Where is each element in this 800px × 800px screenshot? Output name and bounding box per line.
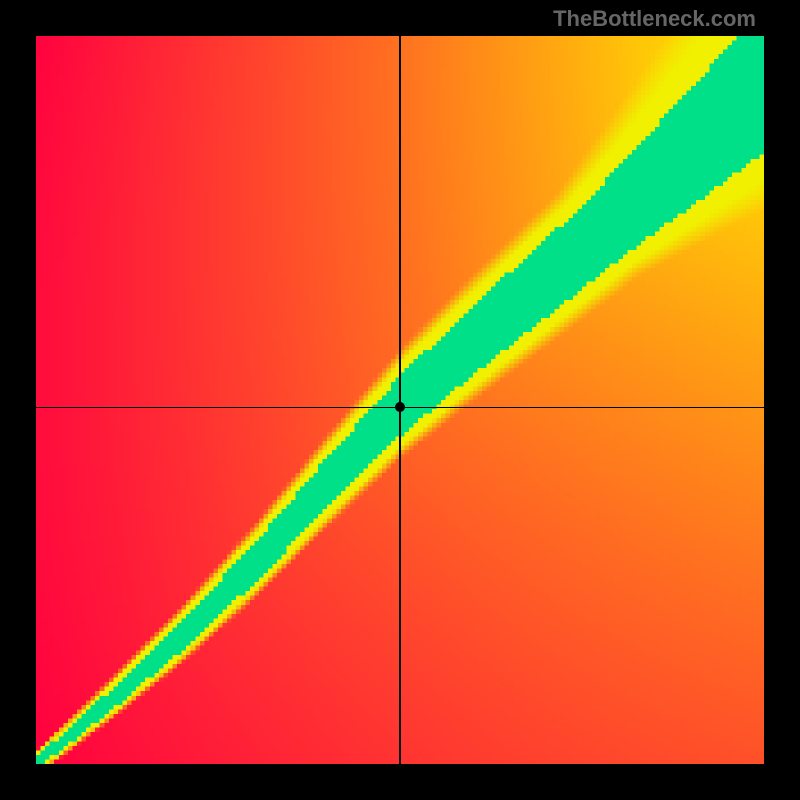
watermark-text: TheBottleneck.com [553,6,756,32]
crosshair-vertical [399,36,401,764]
plot-area [36,36,764,764]
chart-frame: TheBottleneck.com [0,0,800,800]
